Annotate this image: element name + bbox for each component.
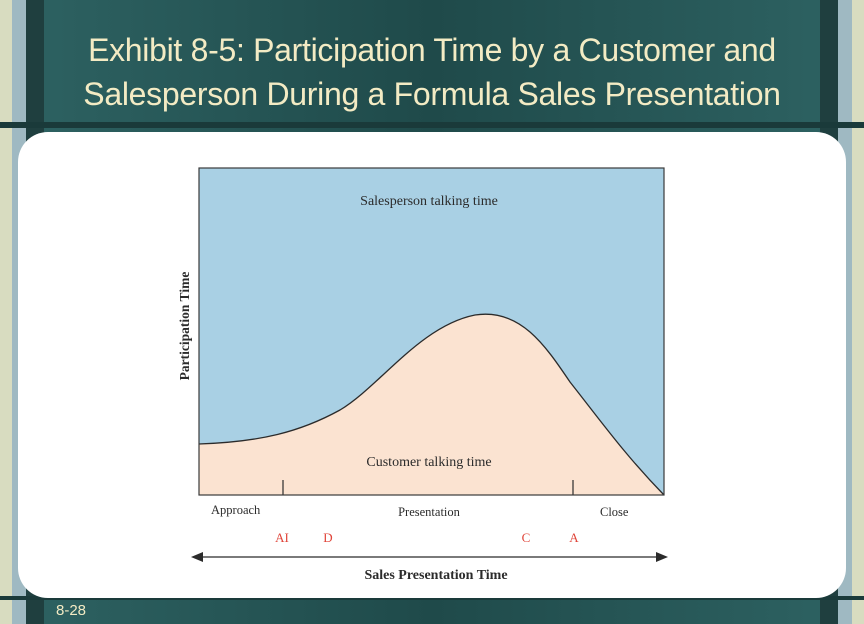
slide-title: Exhibit 8-5: Participation Time by a Cus…: [44, 28, 820, 116]
title-line-1: Exhibit 8-5: Participation Time by a Cus…: [88, 32, 776, 68]
divider-band: [0, 122, 864, 128]
participation-curve: [198, 313, 665, 496]
marker-a: A: [569, 530, 579, 545]
salesperson-label: Salesperson talking time: [360, 194, 498, 209]
marker-c: C: [522, 530, 531, 545]
divider-band: [0, 596, 864, 600]
title-line-2: Salesperson During a Formula Sales Prese…: [83, 76, 781, 112]
marker-d: D: [323, 530, 332, 545]
y-axis-label: Participation Time: [177, 272, 192, 381]
marker-ai: AI: [275, 530, 289, 545]
x-axis-label: Sales Presentation Time: [364, 568, 507, 583]
slide-number: 8-28: [56, 602, 87, 619]
customer-area: [199, 314, 664, 495]
phase-label-close: Close: [600, 505, 629, 519]
diagram-frame: [198, 167, 665, 496]
arrow-left-icon: [191, 552, 203, 562]
arrow-right-icon: [656, 552, 668, 562]
phase-label-approach: Approach: [211, 503, 261, 517]
customer-label: Customer talking time: [366, 455, 491, 470]
right-stripe: [852, 0, 864, 624]
phase-label-presentation: Presentation: [398, 505, 461, 519]
left-stripe: [0, 0, 12, 624]
